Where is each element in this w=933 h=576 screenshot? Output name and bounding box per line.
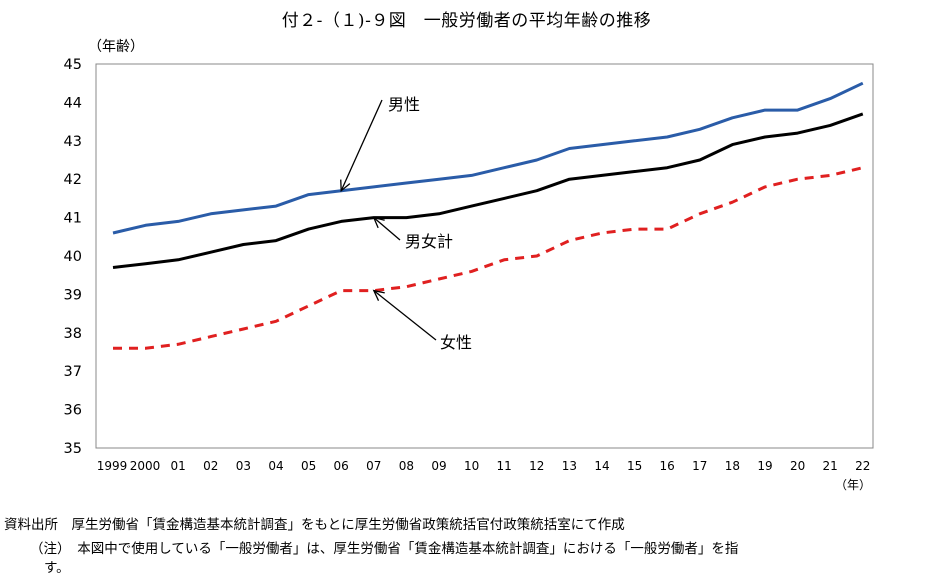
annotation-arrowhead [372,289,385,301]
series-label: 男女計 [405,232,453,251]
source-note: 資料出所 厚生労働省「賃金構造基本統計調査」をもとに厚生労働省政策統括官付政策統… [4,517,625,533]
x-tick-label: 17 [692,459,707,473]
y-tick-label: 43 [64,134,82,150]
annotation-pointer [340,99,383,191]
annotation-arrowhead [340,179,351,193]
series-line [113,166,864,350]
y-tick-label: 41 [64,211,82,227]
x-tick-label: 22 [855,459,870,473]
chart-title: 付２-（１)-９図 一般労働者の平均年齢の推移 [281,11,652,31]
y-tick-label: 45 [64,57,82,73]
x-tick-label: 12 [529,459,544,473]
x-tick-label: 19 [757,459,772,473]
x-tick-label: 02 [203,459,218,473]
y-tick-label: 36 [64,403,82,419]
x-tick-label: 21 [823,459,838,473]
plot-frame [95,63,874,449]
x-tick-label: 14 [594,459,609,473]
x-tick-label: 10 [464,459,479,473]
x-tick-label: 13 [562,459,577,473]
y-tick-label: 37 [64,364,82,380]
x-tick-label: 01 [171,459,186,473]
x-tick-label: 11 [497,459,512,473]
series-line [112,81,864,235]
x-tick-label: 16 [660,459,675,473]
x-tick-label: 06 [334,459,349,473]
x-axis-ticks: 1999 2000 01 02 03 04 05 06 07 08 09 10 11 12 13 14 15 16… [97,459,871,473]
y-tick-label: 44 [64,95,82,111]
y-axis-title: （年齢） [88,39,144,55]
y-tick-label: 35 [64,441,82,457]
series-line [112,112,864,269]
x-tick-label: 18 [725,459,740,473]
series-lines [112,81,864,350]
y-tick-label: 40 [64,249,82,265]
x-tick-label: 03 [236,459,251,473]
x-tick-label: 05 [301,459,316,473]
x-axis-title: （年） [835,478,871,492]
annotation-arrowhead [372,216,385,229]
series-label: 女性 [440,333,472,352]
y-tick-label: 39 [64,287,82,303]
x-tick-label: 07 [366,459,381,473]
x-tick-label: 09 [431,459,446,473]
footnote-continuation: す。 [44,560,70,576]
y-tick-label: 42 [64,172,82,188]
x-tick-label: 15 [627,459,642,473]
x-tick-label: 20 [790,459,805,473]
x-tick-label: 2000 [130,459,161,473]
annotation-pointer [373,217,401,241]
x-tick-label: 04 [268,459,283,473]
annotation-pointer [373,290,437,341]
y-axis-ticks: 35 36 37 38 39 40 41 42 43 44 45 [64,57,82,457]
footnote: （注） 本図中で使用している「一般労働者」は、厚生労働省「賃金構造基本統計調査」… [30,541,739,557]
x-tick-label: 1999 [97,459,128,473]
series-label: 男性 [388,95,420,114]
y-tick-label: 38 [64,326,82,342]
x-tick-label: 08 [399,459,414,473]
